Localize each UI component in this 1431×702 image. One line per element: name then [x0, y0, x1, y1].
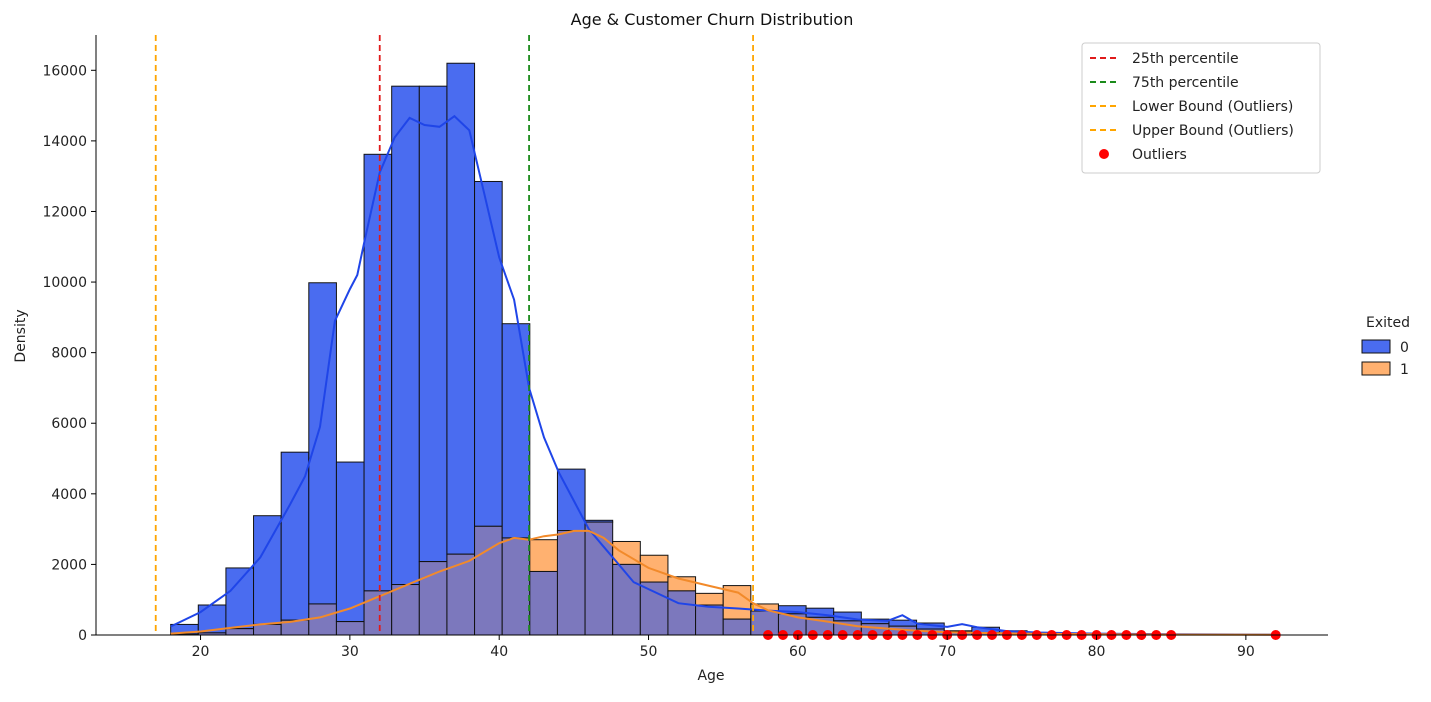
bar-0-12 — [501, 323, 531, 539]
y-tick-label-8000: 8000 — [51, 346, 87, 362]
bar-overlap-16 — [612, 563, 641, 636]
hue-swatch-1 — [1361, 361, 1391, 376]
legend-label-4: Outliers — [1132, 147, 1187, 163]
bar-overlap-7 — [363, 590, 393, 636]
bars-layer — [170, 62, 1277, 636]
y-axis-label: Density — [13, 309, 29, 362]
x-tick-label-80: 80 — [1088, 644, 1106, 660]
bar-overlap-2 — [225, 628, 255, 636]
x-tick-label-30: 30 — [341, 644, 359, 660]
legend-box — [1081, 42, 1321, 174]
bar-overlap-11 — [474, 525, 503, 636]
hue-legend-title: Exited — [1366, 315, 1410, 331]
y-tick-label-10000: 10000 — [42, 275, 87, 291]
legend-label-0: 25th percentile — [1132, 51, 1239, 67]
legend-label-1: 75th percentile — [1132, 75, 1239, 91]
bar-0-9 — [418, 85, 448, 563]
hue-label-1: 1 — [1400, 362, 1409, 378]
bar-1-17 — [639, 554, 669, 583]
x-axis-label: Age — [697, 668, 724, 684]
y-tick-label-2000: 2000 — [51, 557, 87, 573]
bar-overlap-17 — [639, 581, 669, 636]
bar-0-11 — [474, 180, 503, 527]
x-tick-label-70: 70 — [938, 644, 956, 660]
bar-1-19 — [695, 592, 724, 606]
bar-overlap-15 — [584, 521, 614, 636]
bar-0-3 — [253, 515, 282, 625]
kde-line-0 — [170, 114, 1276, 636]
bar-overlap-6 — [335, 621, 365, 636]
bar-overlap-12 — [501, 537, 531, 636]
bar-overlap-19 — [695, 604, 724, 636]
legend-label-2: Lower Bound (Outliers) — [1132, 99, 1293, 115]
y-tick-label-6000: 6000 — [51, 416, 87, 432]
bar-0-10 — [446, 62, 476, 555]
bar-overlap-10 — [446, 553, 476, 636]
legend-swatch-4 — [1099, 149, 1109, 159]
y-tick-label-14000: 14000 — [42, 134, 87, 150]
x-tick-label-40: 40 — [490, 644, 508, 660]
bar-overlap-20 — [722, 618, 752, 636]
bar-0-2 — [225, 567, 255, 630]
bar-0-8 — [391, 85, 420, 586]
hue-swatch-0 — [1361, 339, 1391, 354]
x-tick-label-50: 50 — [640, 644, 658, 660]
bar-overlap-14 — [556, 530, 586, 636]
y-tick-label-4000: 4000 — [51, 487, 87, 503]
axes-layer: 20 30 40 50 60 70 80 90 0 2000 4000 6000 8000 10000 12… — [42, 35, 1328, 660]
bar-overlap-9 — [418, 561, 448, 636]
y-tick-label-12000: 12000 — [42, 204, 87, 220]
bar-overlap-3 — [253, 623, 282, 636]
chart-title: Age & Customer Churn Distribution — [571, 10, 854, 29]
legend: 25th percentile 75th percentile Lower Boun… — [1081, 42, 1321, 174]
bar-overlap-8 — [391, 584, 420, 636]
x-tick-label-60: 60 — [789, 644, 807, 660]
bar-0-6 — [335, 461, 365, 623]
bar-1-13 — [529, 539, 558, 572]
bar-overlap-13 — [529, 570, 558, 636]
y-tick-label-16000: 16000 — [42, 63, 87, 79]
legend-label-3: Upper Bound (Outliers) — [1132, 123, 1294, 139]
y-tick-label-0: 0 — [78, 628, 87, 644]
vline-layer — [154, 35, 754, 635]
x-tick-label-20: 20 — [192, 644, 210, 660]
bar-0-5 — [308, 282, 337, 605]
bar-0-7 — [363, 153, 393, 592]
hue-label-0: 0 — [1400, 340, 1409, 356]
x-tick-label-90: 90 — [1237, 644, 1255, 660]
hue-legend: Exited 0 1 — [1361, 315, 1410, 378]
bar-overlap-21 — [750, 610, 779, 636]
bar-overlap-18 — [667, 590, 697, 636]
